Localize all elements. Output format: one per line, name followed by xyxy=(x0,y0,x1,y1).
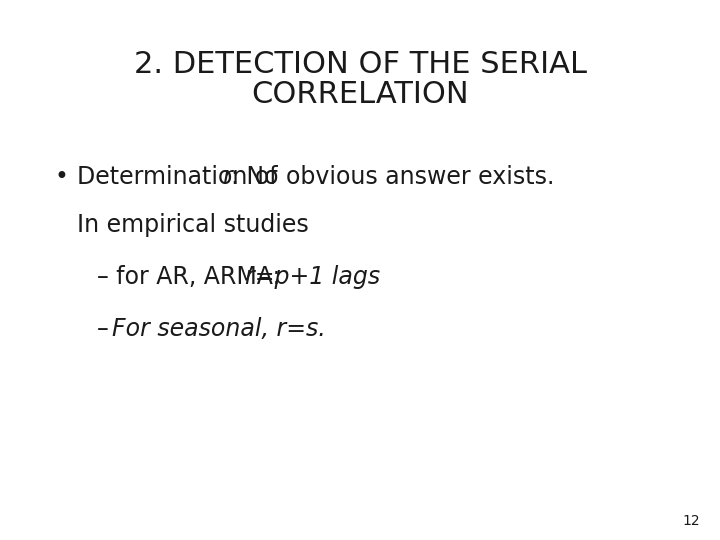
Text: CORRELATION: CORRELATION xyxy=(251,80,469,109)
Text: In empirical studies: In empirical studies xyxy=(77,213,309,237)
Text: 2. DETECTION OF THE SERIAL: 2. DETECTION OF THE SERIAL xyxy=(133,50,587,79)
Text: 12: 12 xyxy=(683,514,700,528)
Text: •: • xyxy=(55,165,69,189)
Text: r=p+1 lags: r=p+1 lags xyxy=(245,265,380,289)
Text: – for AR, ARMA:: – for AR, ARMA: xyxy=(97,265,288,289)
Text: Determination of: Determination of xyxy=(77,165,285,189)
Text: –: – xyxy=(97,317,116,341)
Text: For seasonal, r=s.: For seasonal, r=s. xyxy=(112,317,325,341)
Text: r: r xyxy=(222,165,232,189)
Text: : No obvious answer exists.: : No obvious answer exists. xyxy=(231,165,554,189)
